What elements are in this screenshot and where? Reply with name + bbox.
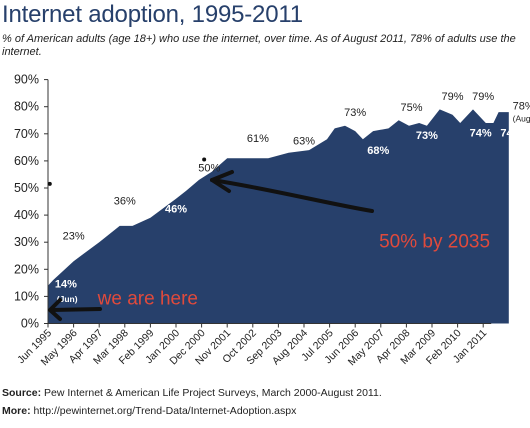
data-label: 50% [198, 163, 220, 175]
adoption-area [48, 109, 509, 324]
data-label: 79% [441, 91, 463, 103]
y-tick-label: 80% [14, 100, 39, 114]
arrow-to-start [50, 307, 102, 312]
data-label: (Jun) [57, 294, 78, 304]
data-label: 73% [416, 130, 438, 142]
more-label: More: [2, 405, 31, 417]
marker-dot [47, 181, 52, 186]
y-tick-label: 40% [14, 208, 39, 222]
source-label: Source: [2, 387, 42, 399]
y-tick-label: 30% [14, 235, 39, 249]
arrowhead-icon [48, 298, 62, 321]
data-label: 63% [293, 136, 315, 148]
y-tick-label: 60% [14, 154, 39, 168]
data-label: 61% [247, 133, 269, 145]
y-tick-label: 90% [14, 73, 39, 87]
data-label: 23% [63, 230, 85, 242]
arrowhead-icon [210, 170, 234, 193]
data-label: 74% [470, 128, 492, 140]
arrow-to-50-percent [210, 178, 374, 213]
y-tick-label: 10% [14, 289, 39, 303]
chart-subtitle: % of American adults (age 18+) who use t… [2, 33, 516, 58]
data-label: 68% [367, 145, 389, 157]
data-label: 79% [472, 91, 494, 103]
more-link[interactable]: http://pewinternet.org/Trend-Data/Intern… [33, 405, 297, 417]
chart-title: Internet adoption, 1995-2011 [2, 1, 303, 28]
data-label: 75% [401, 102, 423, 114]
annotation-text: we are here [97, 289, 198, 310]
data-label: 46% [165, 203, 187, 215]
annotation-text: 50% by 2035 [379, 232, 490, 253]
source-line: Source: Pew Internet & American Life Pro… [2, 387, 382, 399]
data-label: 74% [500, 128, 522, 140]
marker-dot [202, 157, 207, 162]
y-tick-label: 20% [14, 262, 39, 276]
y-tick-label: 0% [21, 317, 39, 331]
source-text: Pew Internet & American Life Project Sur… [44, 387, 382, 399]
data-label: 78% [513, 100, 530, 112]
y-tick-label: 70% [14, 127, 39, 141]
data-label: (Aug) [513, 114, 530, 124]
more-line: More: http://pewinternet.org/Trend-Data/… [2, 405, 296, 417]
y-tick-label: 50% [14, 181, 39, 195]
data-label: 36% [114, 195, 136, 207]
data-label: 14% [55, 278, 77, 290]
data-label: 73% [344, 107, 366, 119]
